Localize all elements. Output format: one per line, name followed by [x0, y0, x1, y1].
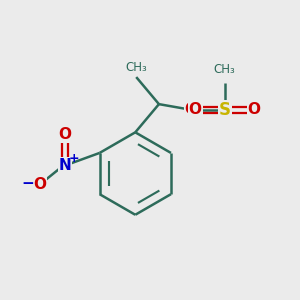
Text: O: O [189, 102, 202, 117]
Text: N: N [58, 158, 71, 173]
Text: −: − [21, 176, 34, 191]
Text: S: S [219, 101, 231, 119]
Text: O: O [248, 102, 261, 117]
Text: O: O [34, 177, 46, 192]
Text: CH₃: CH₃ [214, 63, 236, 76]
Text: O: O [184, 102, 197, 117]
Text: O: O [58, 127, 71, 142]
Text: +: + [68, 152, 79, 165]
Text: CH₃: CH₃ [125, 61, 147, 74]
